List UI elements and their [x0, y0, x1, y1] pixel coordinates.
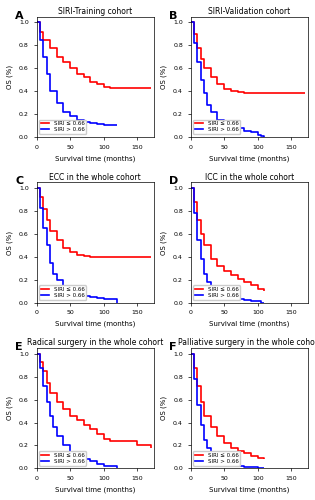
- Y-axis label: OS (%): OS (%): [7, 230, 14, 254]
- Text: p<0.01: p<0.01: [43, 288, 63, 293]
- Text: p<0.4: p<0.4: [43, 454, 59, 459]
- X-axis label: Survival time (months): Survival time (months): [209, 321, 289, 328]
- Y-axis label: OS (%): OS (%): [7, 64, 14, 89]
- Title: ECC in the whole cohort: ECC in the whole cohort: [49, 172, 141, 182]
- Legend: SIRI ≤ 0.66, SIRI > 0.66: SIRI ≤ 0.66, SIRI > 0.66: [193, 451, 240, 466]
- Legend: SIRI ≤ 0.66, SIRI > 0.66: SIRI ≤ 0.66, SIRI > 0.66: [39, 120, 86, 134]
- X-axis label: Survival time (months): Survival time (months): [55, 155, 135, 162]
- Title: Radical surgery in the whole cohort: Radical surgery in the whole cohort: [27, 338, 163, 347]
- Text: A: A: [15, 10, 24, 20]
- Y-axis label: OS (%): OS (%): [7, 396, 14, 420]
- Text: p<0.00: p<0.00: [43, 122, 63, 128]
- Text: D: D: [169, 176, 179, 186]
- Text: B: B: [169, 10, 178, 20]
- Legend: SIRI ≤ 0.66, SIRI > 0.66: SIRI ≤ 0.66, SIRI > 0.66: [39, 286, 86, 300]
- Text: C: C: [15, 176, 24, 186]
- Text: p<0.00: p<0.00: [197, 454, 217, 459]
- Text: F: F: [169, 342, 177, 352]
- Y-axis label: OS (%): OS (%): [161, 230, 168, 254]
- X-axis label: Survival time (months): Survival time (months): [209, 486, 289, 493]
- Legend: SIRI ≤ 0.66, SIRI > 0.66: SIRI ≤ 0.66, SIRI > 0.66: [39, 451, 86, 466]
- X-axis label: Survival time (months): Survival time (months): [55, 486, 135, 493]
- Legend: SIRI ≤ 0.66, SIRI > 0.66: SIRI ≤ 0.66, SIRI > 0.66: [193, 286, 240, 300]
- Text: E: E: [15, 342, 23, 352]
- Legend: SIRI ≤ 0.66, SIRI > 0.66: SIRI ≤ 0.66, SIRI > 0.66: [193, 120, 240, 134]
- Y-axis label: OS (%): OS (%): [161, 396, 168, 420]
- X-axis label: Survival time (months): Survival time (months): [209, 155, 289, 162]
- Text: p<0.01: p<0.01: [197, 122, 217, 128]
- Title: SIRI-Validation cohort: SIRI-Validation cohort: [208, 7, 290, 16]
- X-axis label: Survival time (months): Survival time (months): [55, 321, 135, 328]
- Text: p<0.00: p<0.00: [197, 288, 217, 293]
- Title: Palliative surgery in the whole cohort: Palliative surgery in the whole cohort: [178, 338, 315, 347]
- Y-axis label: OS (%): OS (%): [161, 64, 168, 89]
- Title: ICC in the whole cohort: ICC in the whole cohort: [205, 172, 294, 182]
- Title: SIRI-Training cohort: SIRI-Training cohort: [58, 7, 132, 16]
